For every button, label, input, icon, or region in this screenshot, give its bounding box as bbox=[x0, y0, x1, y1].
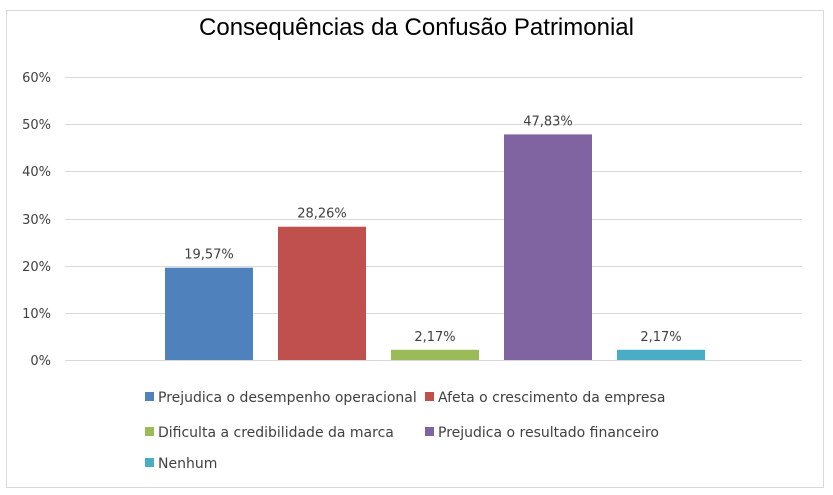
legend-label: Nenhum bbox=[158, 456, 218, 472]
y-tick-label: 40% bbox=[22, 165, 51, 180]
data-label: 2,17% bbox=[414, 330, 455, 345]
y-tick-label: 0% bbox=[30, 354, 51, 369]
legend-label: Prejudica o resultado financeiro bbox=[438, 425, 659, 441]
data-label: 19,57% bbox=[184, 248, 234, 263]
legend-swatch bbox=[425, 427, 434, 436]
bar-2 bbox=[278, 226, 366, 360]
y-tick-label: 20% bbox=[22, 260, 51, 275]
bar-3 bbox=[391, 349, 479, 360]
legend-swatch bbox=[425, 392, 434, 401]
bar-5 bbox=[617, 349, 705, 360]
data-label: 28,26% bbox=[297, 207, 347, 222]
chart-frame bbox=[6, 10, 824, 488]
data-label: 2,17% bbox=[640, 330, 681, 345]
legend-label: Prejudica o desempenho operacional bbox=[158, 390, 417, 406]
bar-4 bbox=[504, 134, 592, 360]
legend-label: Afeta o crescimento da empresa bbox=[438, 390, 666, 406]
y-tick-label: 30% bbox=[22, 213, 51, 228]
bar-1 bbox=[165, 267, 253, 360]
y-tick-label: 60% bbox=[22, 71, 51, 86]
legend-swatch bbox=[145, 392, 154, 401]
y-tick-label: 50% bbox=[22, 118, 51, 133]
data-label: 47,83% bbox=[523, 114, 573, 129]
chart-title: Consequências da Confusão Patrimonial bbox=[199, 14, 634, 41]
legend-label: Dificulta a credibilidade da marca bbox=[158, 425, 394, 441]
legend-swatch bbox=[145, 458, 154, 467]
legend-swatch bbox=[145, 427, 154, 436]
y-tick-label: 10% bbox=[22, 307, 51, 322]
